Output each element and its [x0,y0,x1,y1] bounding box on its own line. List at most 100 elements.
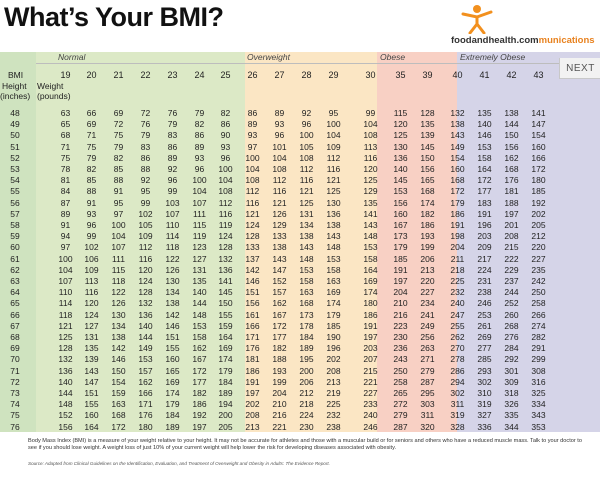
weight-cell: 291 [531,343,546,354]
weight-cell: 76 [140,119,151,130]
weight-cell: 129 [363,186,378,197]
weight-cell: 176 [504,175,519,186]
weight-cell: 136 [326,208,341,219]
table-row: 52 75 79 82 86 89 93 96 100 104 108 112 116 136 150 154… [0,152,600,164]
weight-cell: 134 [111,320,126,331]
weight-cell: 274 [531,320,546,331]
next-button[interactable]: NEXT [559,58,600,79]
weight-cell: 131 [299,208,314,219]
weight-cell: 326 [504,399,519,410]
header-divider [36,63,600,64]
weight-cell: 260 [504,309,519,320]
weight-cell: 162 [138,376,153,387]
weight-cell: 89 [274,108,285,118]
weight-cell: 86 [220,119,231,130]
weight-cell: 166 [138,388,153,398]
weight-cell: 230 [299,421,314,432]
weight-cell: 135 [363,197,378,208]
weight-cell: 86 [140,152,151,163]
weight-cell: 169 [326,287,341,298]
weight-cell: 125 [326,186,341,197]
weight-cell: 179 [450,197,465,208]
weight-cell: 185 [393,253,408,264]
weight-cell: 95 [140,186,151,197]
weight-cell: 223 [393,320,408,331]
logo-text: foodandhealth.communications [451,35,595,46]
weight-cell: 144 [138,332,153,342]
weight-cell: 185 [531,186,546,197]
weight-cell: 79 [140,130,151,141]
weight-cell: 143 [299,242,314,253]
weight-cell: 153 [477,141,492,152]
weight-cell: 215 [504,242,519,253]
weight-cell: 177 [477,186,492,197]
person-figure-icon [461,5,493,34]
weight-cell: 143 [272,253,287,264]
inches-header-label: (inches) [0,91,31,101]
weight-cell: 137 [245,253,260,264]
weight-cell: 132 [218,253,233,264]
weight-cell: 160 [165,354,180,365]
weight-cell: 163 [326,276,341,286]
band-normal: Normal [36,52,245,432]
weight-cell: 344 [504,421,519,432]
bmi-column-header: 25 [220,70,231,80]
weight-cell: 183 [477,197,492,208]
weight-cell: 99 [365,108,376,118]
height-cell: 55 [10,186,20,197]
weight-cell: 87 [60,197,71,208]
bmi-column-header: 41 [479,70,490,80]
weight-cell: 292 [504,354,519,365]
weight-cell: 141 [531,108,546,118]
weight-cell: 104 [58,264,73,275]
weight-cell: 158 [363,253,378,264]
weight-cell: 124 [245,220,260,230]
table-row: 65 114 120 126 132 138 144 150 156 162 168 174 180 21… [0,299,600,309]
weight-cell: 269 [477,332,492,342]
weight-cell: 244 [504,287,519,298]
bmi-column-header: 39 [422,70,433,80]
weight-cell: 146 [245,276,260,286]
weight-cell: 261 [477,320,492,331]
weight-cell: 263 [420,343,435,354]
weight-cell: 100 [326,119,341,130]
weight-cell: 163 [111,399,126,410]
weight-cell: 116 [138,253,153,264]
weight-cell: 130 [165,276,180,286]
weight-cell: 160 [84,410,99,421]
weight-cell: 122 [111,287,126,298]
weight-cell: 138 [272,242,287,253]
weight-cell: 153 [138,354,153,365]
weight-cell: 124 [84,309,99,320]
weight-cell: 256 [420,332,435,342]
weight-cell: 235 [531,264,546,275]
weight-cell: 250 [393,365,408,376]
weight-cell: 116 [363,152,378,163]
weight-cell: 126 [165,264,180,275]
table-row: 64 110 116 122 128 134 140 145 151 157 163 169 174 20… [0,288,600,298]
weight-cell: 218 [450,264,465,275]
weight-cell: 112 [245,186,260,197]
weight-cell: 224 [299,410,314,421]
weight-cell: 153 [393,186,408,197]
weight-cell: 182 [272,343,287,354]
weight-cell: 203 [477,231,492,242]
weight-cell: 63 [60,108,71,118]
weight-cell: 131 [84,332,99,342]
weight-cell: 111 [193,208,206,219]
height-cell: 64 [10,287,20,298]
weight-cell: 182 [420,208,435,219]
weight-cell: 266 [531,309,546,320]
weight-cell: 152 [272,276,287,286]
height-cell: 56 [10,197,20,208]
weight-cell: 188 [272,354,287,365]
weight-cell: 168 [504,164,519,174]
weight-cell: 285 [477,354,492,365]
weight-cell: 169 [218,343,233,354]
weight-cell: 86 [194,130,205,141]
weight-cell: 176 [138,410,153,421]
height-cell: 53 [10,164,20,174]
weight-cell: 221 [363,376,378,387]
weight-cell: 208 [326,365,341,376]
weight-cell: 79 [194,108,205,118]
